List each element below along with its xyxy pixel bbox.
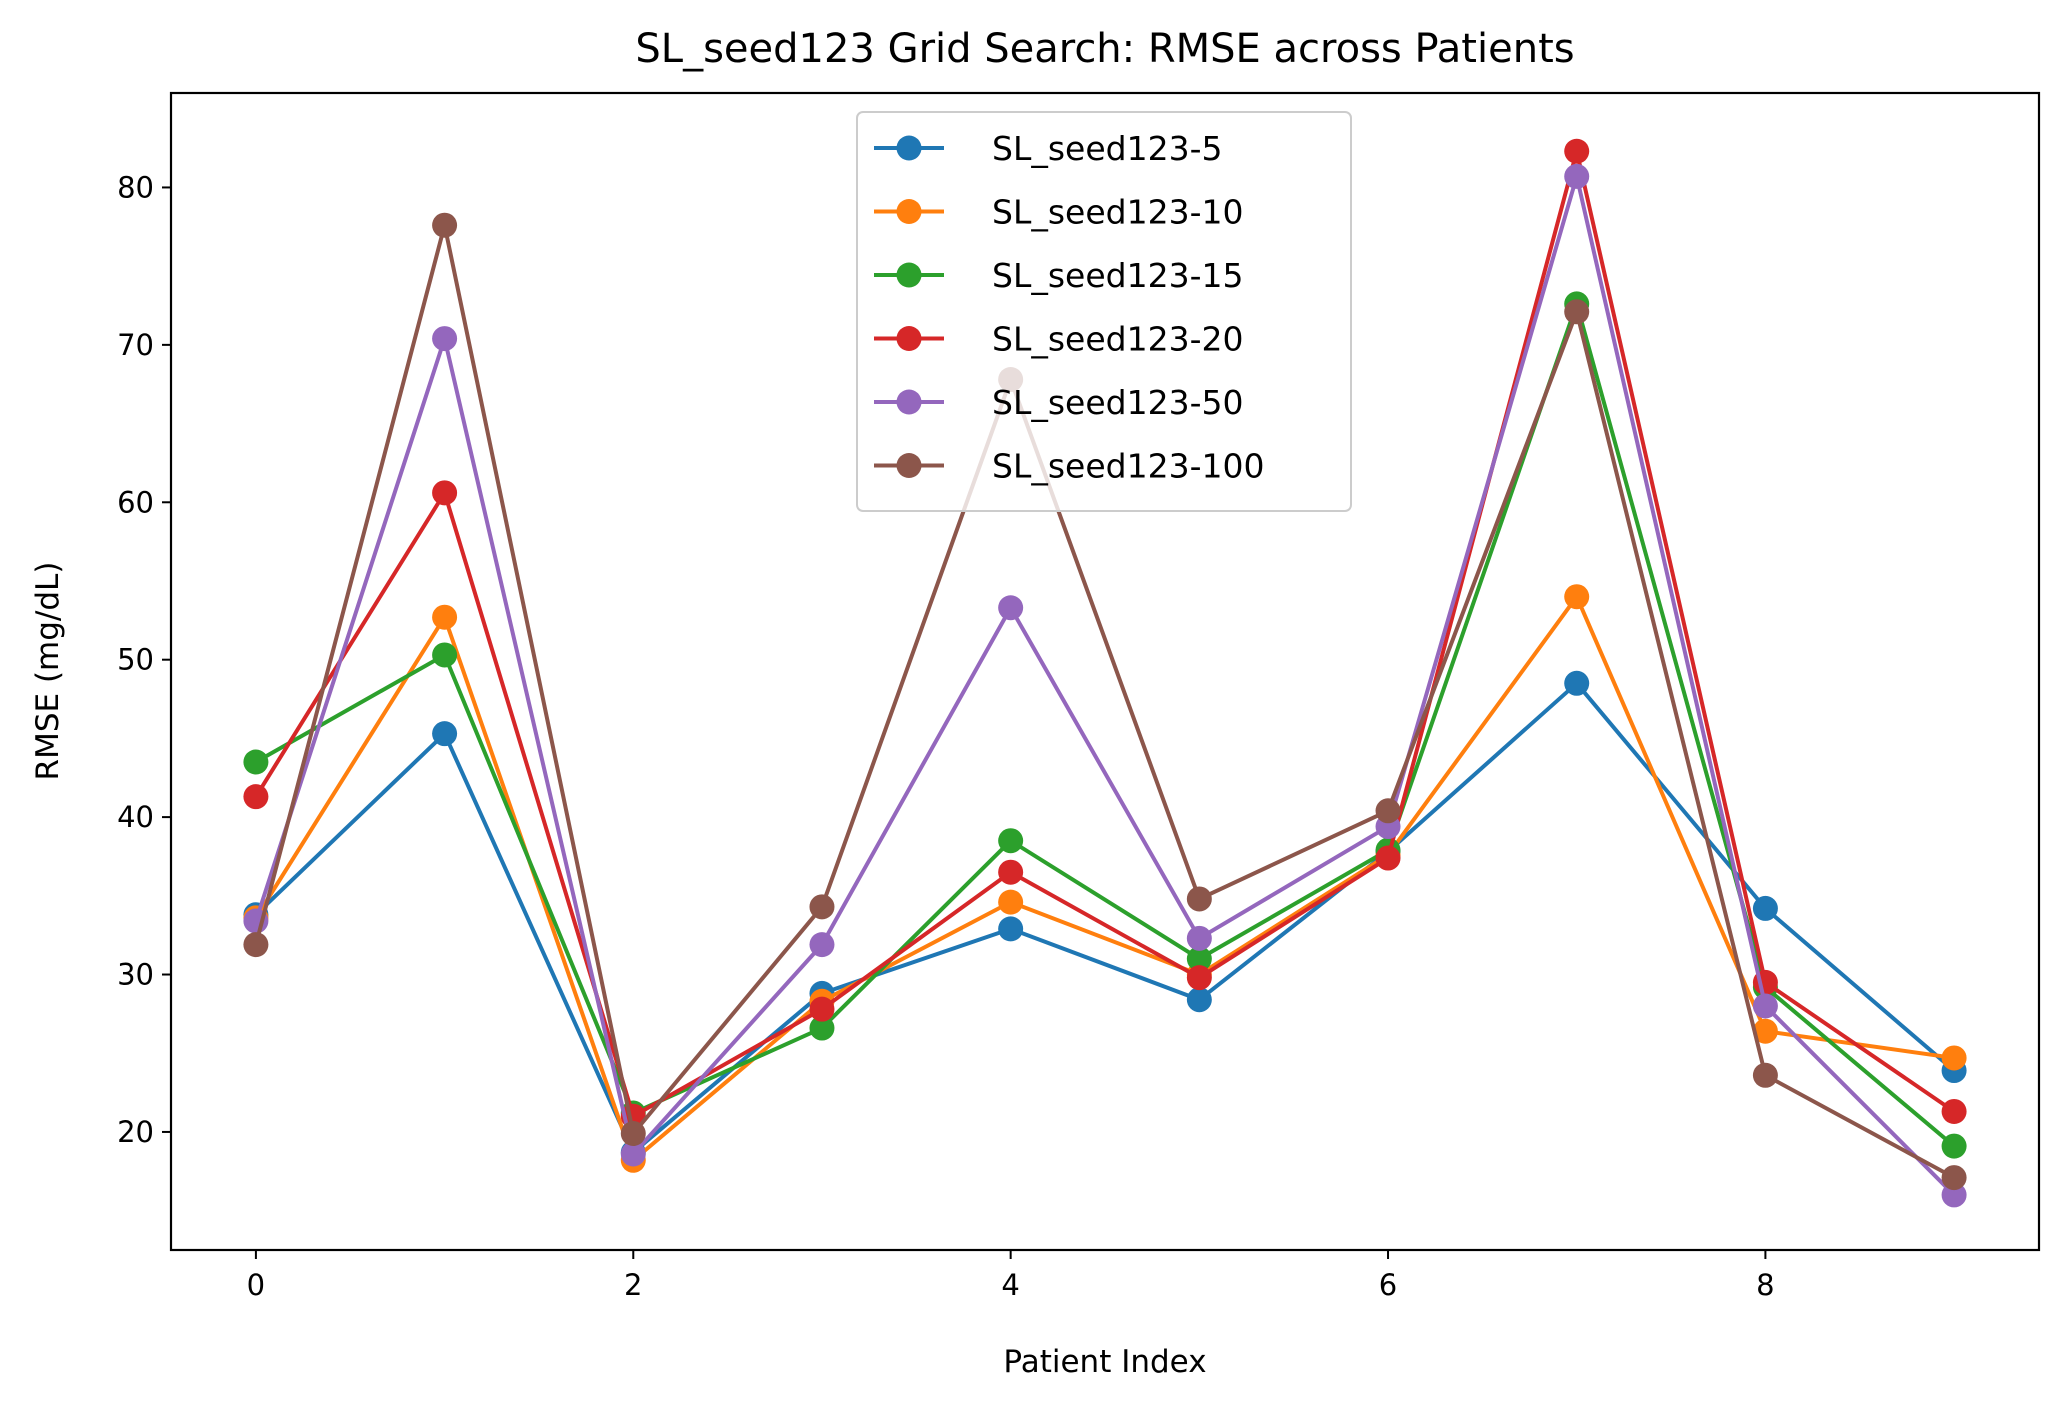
- data-point: [1186, 925, 1212, 951]
- legend-box: [856, 111, 1352, 512]
- y-tick-label: 20: [117, 1115, 154, 1149]
- data-point: [620, 1121, 646, 1147]
- axis-ticks: 0 2 4 6 8 20 30 40 50 60 70 80: [117, 170, 1775, 1302]
- data-point: [1941, 1098, 1967, 1124]
- data-point: [243, 932, 269, 958]
- y-axis-label: RMSE (mg/dL): [30, 562, 66, 781]
- legend-label: SL_seed123-50: [992, 383, 1243, 422]
- data-point: [432, 212, 458, 238]
- legend-label: SL_seed123-20: [992, 320, 1243, 359]
- legend-entry: SL_seed123-10: [874, 193, 1243, 232]
- series-SL_seed123-20: [243, 138, 1967, 1129]
- x-tick-label: 6: [1379, 1268, 1397, 1302]
- series-line: [253, 149, 1957, 1119]
- data-point: [1941, 1133, 1967, 1159]
- plot-area: [243, 138, 1967, 1208]
- legend-marker: [896, 326, 922, 351]
- data-point: [1564, 138, 1590, 164]
- data-point: [432, 480, 458, 506]
- legend-marker: [896, 262, 922, 288]
- series-SL_seed123-50: [243, 163, 1967, 1208]
- y-tick-label: 80: [117, 170, 154, 204]
- legend-marker: [896, 453, 922, 478]
- x-tick-label: 8: [1756, 1268, 1774, 1302]
- data-point: [809, 932, 835, 958]
- data-point: [1564, 163, 1590, 189]
- y-tick-label: 60: [117, 485, 154, 519]
- legend-entry: SL_seed123-15: [874, 256, 1243, 295]
- data-point: [998, 916, 1024, 942]
- legend-entry: SL_seed123-50: [874, 383, 1243, 422]
- series-line: [253, 301, 1957, 1149]
- legend-label: SL_seed123-5: [992, 129, 1222, 168]
- data-point: [432, 721, 458, 747]
- legend: SL_seed123-5 SL_seed123-10 SL_seed123-15 SL…: [856, 111, 1352, 512]
- legend-marker: [896, 199, 922, 224]
- x-tick-label: 2: [624, 1268, 642, 1302]
- data-point: [243, 749, 269, 775]
- legend-marker: [896, 135, 922, 161]
- data-point: [1186, 886, 1212, 912]
- legend-label: SL_seed123-100: [992, 447, 1264, 486]
- data-point: [1752, 1018, 1778, 1044]
- x-tick-label: 4: [1001, 1268, 1019, 1302]
- data-point: [1941, 1165, 1967, 1191]
- data-point: [1564, 299, 1590, 325]
- data-point: [998, 595, 1024, 621]
- data-point: [1941, 1182, 1967, 1208]
- y-tick-label: 70: [117, 328, 154, 362]
- data-point: [432, 604, 458, 630]
- legend-marker: [896, 389, 922, 415]
- data-point: [1186, 946, 1212, 972]
- data-point: [809, 996, 835, 1022]
- data-point: [1375, 798, 1401, 824]
- data-point: [809, 894, 835, 920]
- data-point: [432, 642, 458, 668]
- data-point: [1941, 1045, 1967, 1071]
- legend-entry: SL_seed123-5: [874, 129, 1222, 168]
- data-point: [1752, 993, 1778, 1019]
- data-point: [1186, 987, 1212, 1013]
- data-point: [809, 1015, 835, 1041]
- series-line: [253, 223, 1957, 1180]
- legend-label: SL_seed123-10: [992, 193, 1243, 232]
- data-point: [1752, 895, 1778, 921]
- legend-entry: SL_seed123-100: [874, 447, 1264, 486]
- series-line: [253, 681, 1957, 1155]
- x-axis-label: Patient Index: [1003, 1344, 1206, 1380]
- series-line: [253, 174, 1957, 1197]
- data-point: [1186, 965, 1212, 991]
- data-point: [998, 889, 1024, 915]
- data-point: [243, 784, 269, 810]
- data-point: [1564, 584, 1590, 610]
- y-tick-label: 50: [117, 643, 154, 677]
- data-point: [1564, 670, 1590, 696]
- y-tick-label: 40: [117, 800, 154, 834]
- y-tick-label: 30: [117, 958, 154, 992]
- axes-frame: [169, 91, 2041, 1252]
- legend-label: SL_seed123-15: [992, 256, 1243, 295]
- x-tick-label: 0: [247, 1268, 265, 1302]
- data-point: [998, 859, 1024, 885]
- chart-title: SL_seed123 Grid Search: RMSE across Pati…: [635, 26, 1574, 72]
- data-point: [432, 326, 458, 352]
- data-point: [998, 828, 1024, 854]
- data-point: [620, 1141, 646, 1167]
- data-point: [1752, 1062, 1778, 1088]
- data-point: [1375, 845, 1401, 871]
- legend-entry: SL_seed123-20: [874, 320, 1243, 359]
